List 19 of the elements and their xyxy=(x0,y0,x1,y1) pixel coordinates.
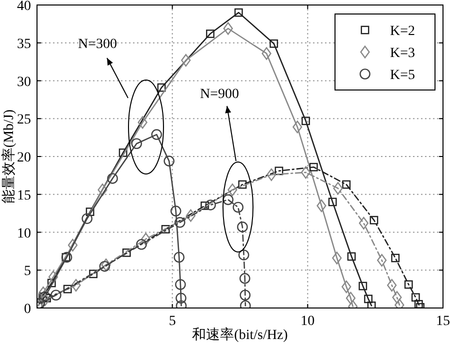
y-axis-title: 能量效率(Mb/J) xyxy=(1,109,17,204)
legend-label: K=2 xyxy=(390,24,416,39)
legend-label: K=3 xyxy=(390,46,416,61)
legend-label: K=5 xyxy=(390,68,416,83)
x-tick-label: 15 xyxy=(436,314,450,329)
y-tick-label: 35 xyxy=(17,36,31,52)
x-axis-title: 和速率(bit/s/Hz) xyxy=(192,327,288,343)
annotation: N=900 xyxy=(200,87,240,102)
x-tick-label: 5 xyxy=(168,314,176,329)
y-tick-label: 15 xyxy=(17,188,31,204)
y-tick-label: 25 xyxy=(17,112,31,128)
x-tick-label: 10 xyxy=(300,314,315,329)
y-tick-label: 40 xyxy=(17,0,31,14)
y-tick-label: 30 xyxy=(17,74,31,90)
annotation: N=300 xyxy=(78,37,118,52)
y-tick-label: 0 xyxy=(24,302,31,317)
y-tick-label: 5 xyxy=(24,264,31,280)
y-tick-label: 20 xyxy=(17,150,31,166)
y-tick-label: 10 xyxy=(17,226,31,242)
